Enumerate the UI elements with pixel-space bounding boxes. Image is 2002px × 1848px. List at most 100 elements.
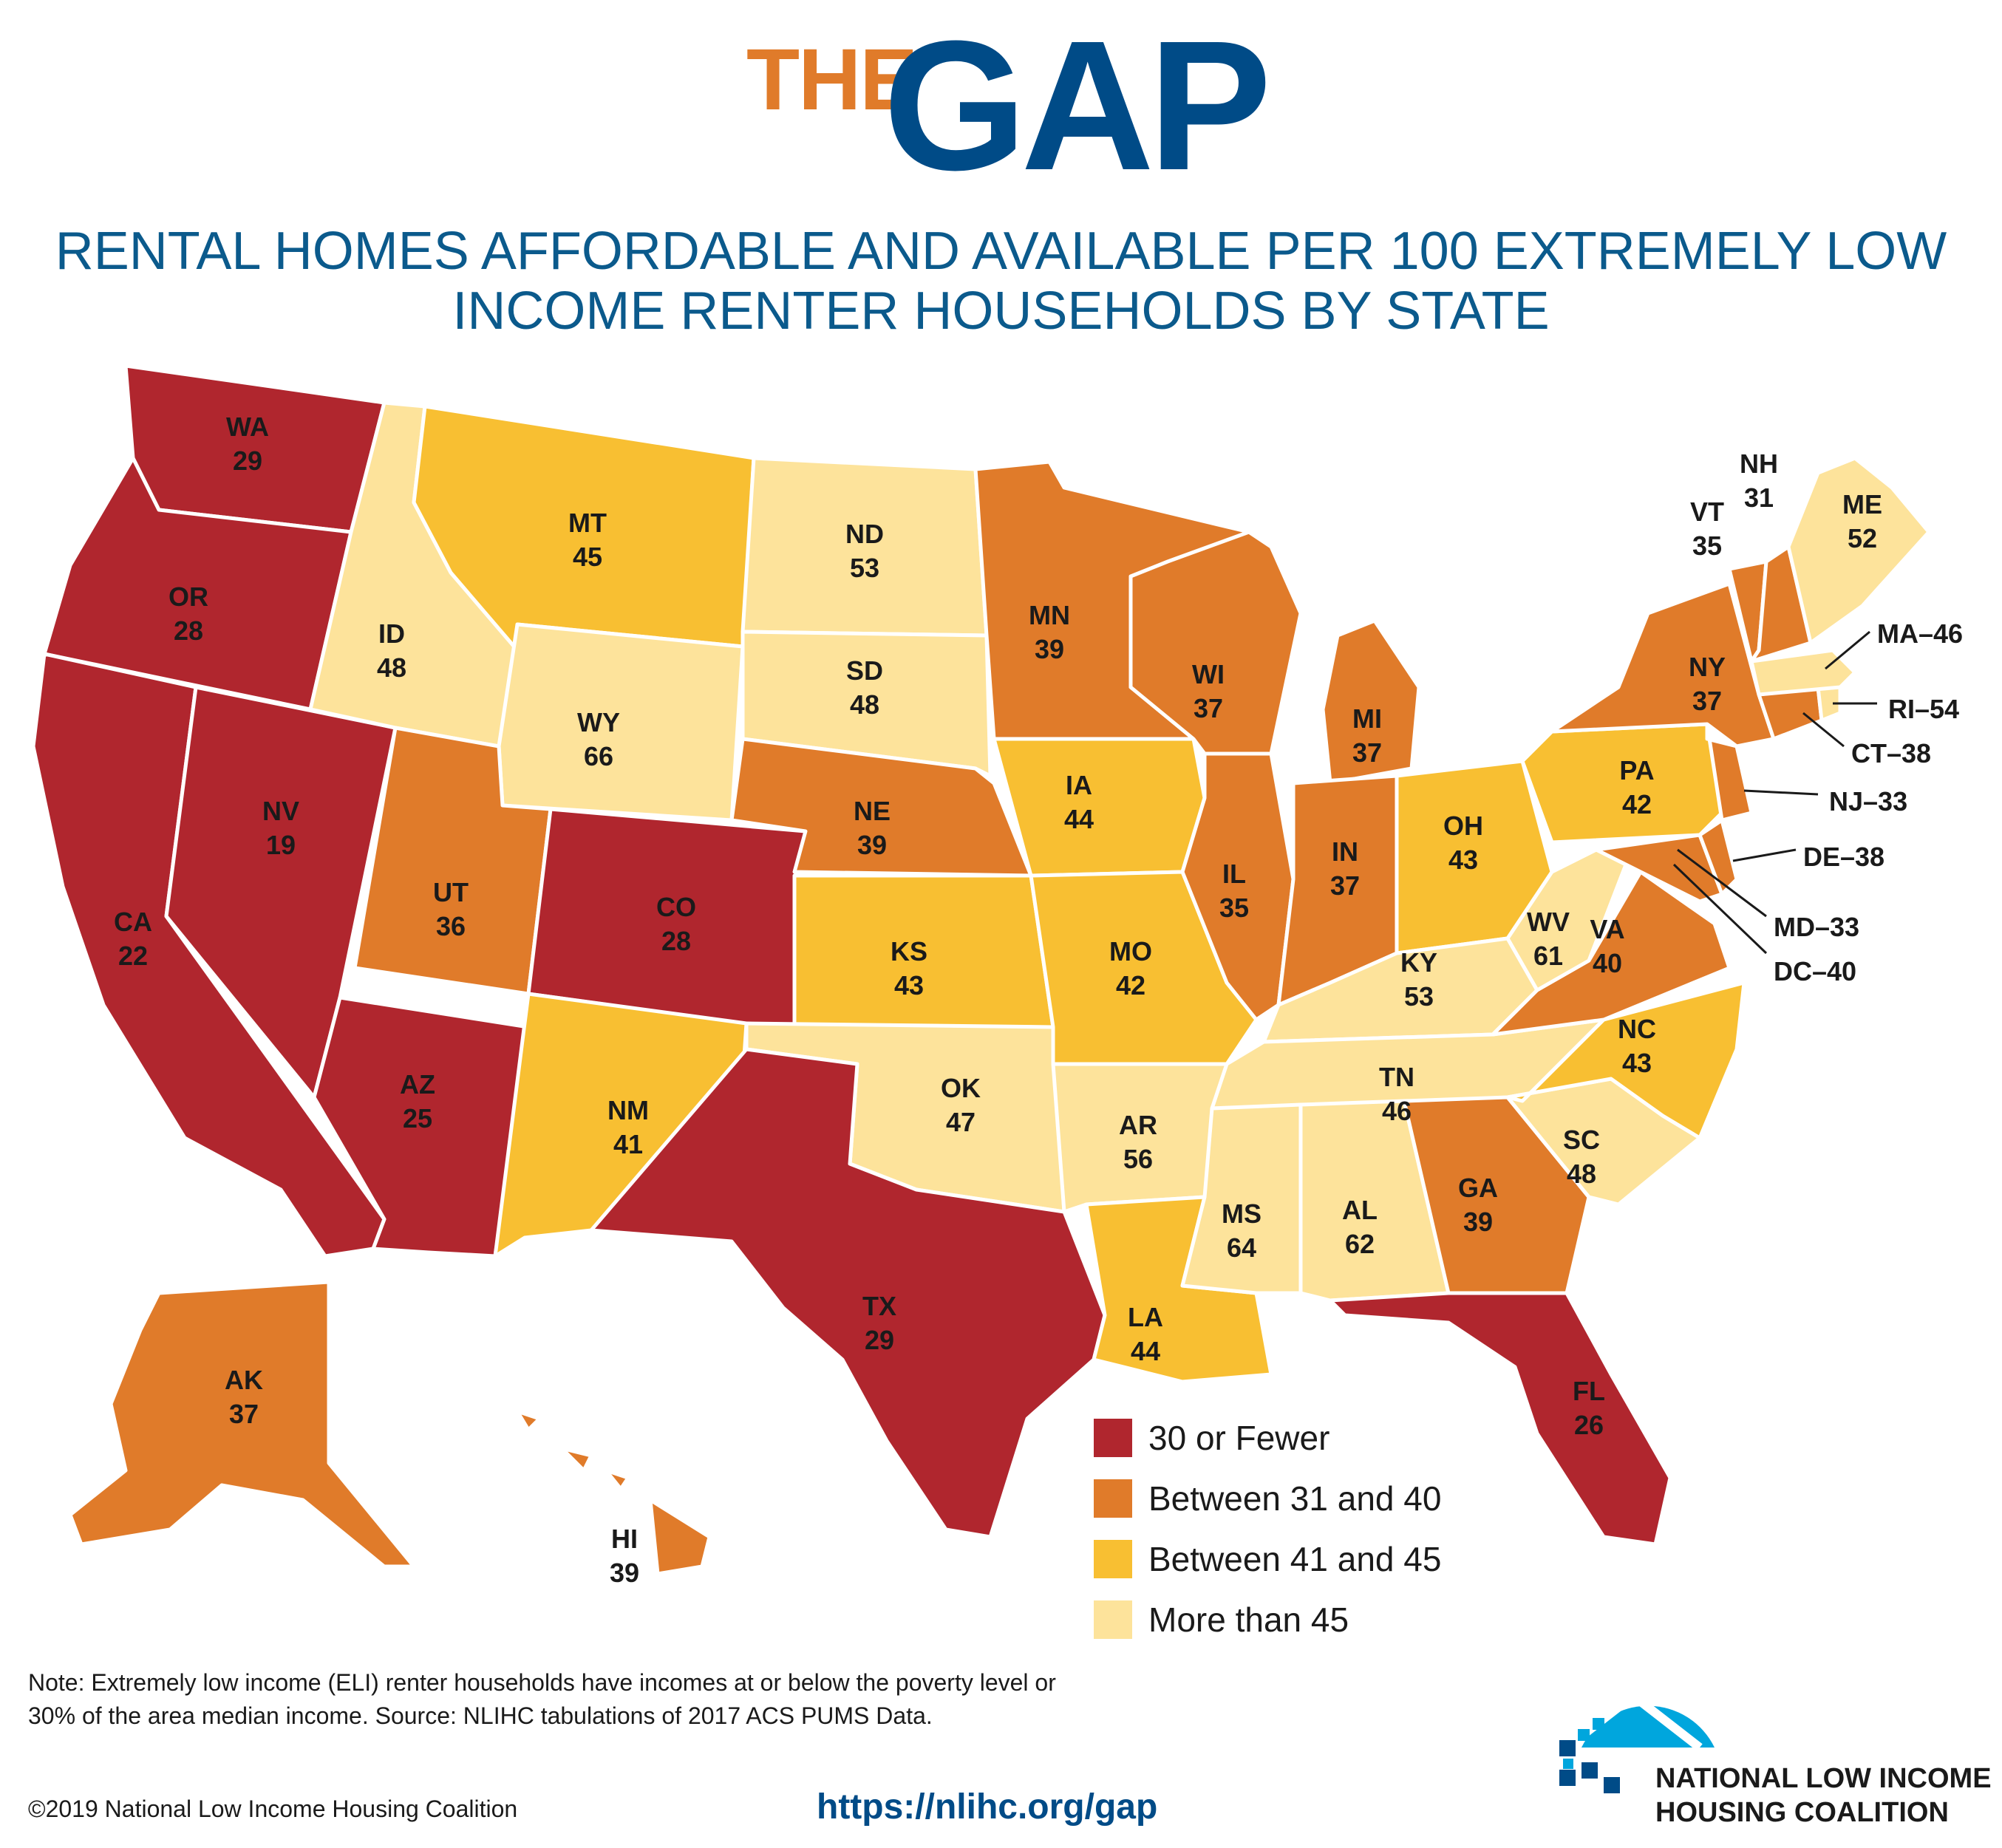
state-value-ok: 47 — [946, 1107, 976, 1137]
state-value-ak: 37 — [229, 1399, 259, 1429]
state-value-me: 52 — [1848, 523, 1877, 553]
state-label-or: OR — [168, 582, 208, 612]
callout-label: CT–38 — [1851, 738, 1931, 768]
state-value-ms: 64 — [1227, 1232, 1256, 1263]
state-value-nh: 31 — [1744, 483, 1774, 513]
state-label-ok: OK — [941, 1073, 981, 1103]
state-shape-me — [1786, 456, 1931, 645]
state-label-wy: WY — [577, 707, 620, 737]
state-value-ky: 53 — [1404, 981, 1434, 1012]
legend-label: 30 or Fewer — [1148, 1419, 1330, 1457]
brand-the: THE — [746, 31, 918, 129]
state-value-or: 28 — [174, 616, 203, 646]
state-label-me: ME — [1842, 489, 1882, 519]
state-label-oh: OH — [1443, 811, 1483, 841]
state-label-ak: AK — [225, 1365, 263, 1395]
state-label-mn: MN — [1029, 600, 1070, 630]
legend-item: Between 31 and 40 — [1094, 1468, 1441, 1529]
state-value-ne: 39 — [857, 830, 887, 860]
state-shape-ma — [1749, 648, 1857, 697]
nlihc-link[interactable]: https://nlihc.org/gap — [817, 1787, 1158, 1827]
state-shape-ak — [68, 1280, 416, 1569]
org-line-2: HOUSING COALITION — [1655, 1796, 1949, 1828]
state-label-nv: NV — [262, 796, 299, 826]
callout-label: NJ–33 — [1829, 786, 1907, 816]
state-label-ky: KY — [1400, 947, 1437, 978]
state-value-ut: 36 — [436, 911, 466, 941]
state-value-wy: 66 — [584, 741, 613, 771]
state-shape-nc — [1505, 981, 1746, 1140]
state-value-la: 44 — [1131, 1336, 1160, 1366]
callout-lines — [1672, 630, 1877, 955]
legend-item: More than 45 — [1094, 1589, 1441, 1650]
state-label-nm: NM — [607, 1095, 649, 1125]
nlihc-logo-icon — [1559, 1690, 1715, 1793]
callout-label: DE–38 — [1803, 842, 1884, 872]
state-shape-fl — [1328, 1291, 1672, 1547]
legend-swatch-c1 — [1094, 1419, 1132, 1457]
state-label-ar: AR — [1119, 1110, 1157, 1140]
legend-swatch-c3 — [1094, 1540, 1132, 1578]
map-subtitle: RENTAL HOMES AFFORDABLE AND AVAILABLE PE… — [0, 222, 2002, 341]
state-label-fl: FL — [1573, 1376, 1605, 1406]
state-value-nd: 53 — [850, 553, 879, 583]
state-shape-hi — [515, 1409, 712, 1576]
state-label-wa: WA — [226, 412, 269, 442]
state-value-nc: 43 — [1622, 1048, 1652, 1078]
state-label-wi: WI — [1192, 659, 1225, 689]
legend-item: Between 41 and 45 — [1094, 1529, 1441, 1589]
state-value-hi: 39 — [610, 1558, 639, 1588]
state-label-sc: SC — [1563, 1125, 1600, 1155]
state-shape-md — [1594, 833, 1724, 904]
state-shape-de — [1698, 818, 1739, 896]
state-value-va: 40 — [1593, 948, 1622, 978]
brand-gap: GAP — [883, 2, 1272, 208]
copyright: ©2019 National Low Income Housing Coalit… — [28, 1796, 518, 1822]
callout-label: RI–54 — [1888, 694, 1959, 724]
state-label-al: AL — [1342, 1195, 1378, 1225]
state-label-id: ID — [378, 618, 405, 649]
state-shape-nj — [1705, 722, 1754, 822]
state-label-la: LA — [1128, 1302, 1163, 1332]
subtitle-line-1: RENTAL HOMES AFFORDABLE AND AVAILABLE PE… — [55, 222, 1947, 281]
legend-label: Between 31 and 40 — [1148, 1479, 1442, 1518]
state-label-mo: MO — [1109, 936, 1152, 966]
callout-label: MD–33 — [1774, 912, 1859, 942]
callout-labels: MA–46 RI–54 CT–38 NJ–33 DE–38 MD–33 DC–40 — [1774, 618, 1963, 986]
state-value-tx: 29 — [865, 1325, 894, 1355]
state-label-ga: GA — [1458, 1173, 1498, 1203]
state-value-mn: 39 — [1035, 634, 1064, 664]
state-value-in: 37 — [1330, 870, 1360, 901]
state-shape-mi — [1321, 618, 1421, 785]
state-label-ny: NY — [1689, 652, 1726, 682]
state-label-mt: MT — [568, 508, 607, 538]
state-label-nh: NH — [1740, 449, 1778, 479]
state-label-ca: CA — [114, 907, 152, 937]
state-value-mt: 45 — [573, 542, 602, 572]
legend-label: More than 45 — [1148, 1600, 1349, 1639]
state-value-mi: 37 — [1352, 737, 1382, 768]
note-line-2: 30% of the area median income. Source: N… — [28, 1702, 933, 1729]
state-value-wa: 29 — [233, 446, 262, 476]
legend-item: 30 or Fewer — [1094, 1408, 1441, 1468]
note-line-1: Note: Extremely low income (ELI) renter … — [28, 1669, 1056, 1696]
callout-label: DC–40 — [1774, 956, 1856, 986]
state-value-nv: 19 — [266, 830, 296, 860]
state-label-mi: MI — [1352, 703, 1382, 734]
state-value-nm: 41 — [613, 1129, 643, 1159]
state-label-in: IN — [1332, 836, 1358, 867]
legend-swatch-c4 — [1094, 1600, 1132, 1639]
state-label-co: CO — [656, 892, 696, 922]
subtitle-line-2: INCOME RENTER HOUSEHOLDS BY STATE — [452, 281, 1550, 341]
callout-label: MA–46 — [1877, 618, 1963, 649]
legend-label: Between 41 and 45 — [1148, 1540, 1442, 1578]
state-value-wi: 37 — [1194, 693, 1223, 723]
state-shape-ia — [992, 737, 1207, 878]
state-label-nd: ND — [845, 519, 884, 549]
state-value-al: 62 — [1345, 1229, 1375, 1259]
state-labels: WA29OR28CA22NV19ID48MT45WY66UT36AZ25CO28… — [114, 412, 1882, 1588]
state-value-ga: 39 — [1463, 1207, 1493, 1237]
state-label-hi: HI — [611, 1524, 638, 1554]
state-label-vt: VT — [1690, 497, 1724, 527]
